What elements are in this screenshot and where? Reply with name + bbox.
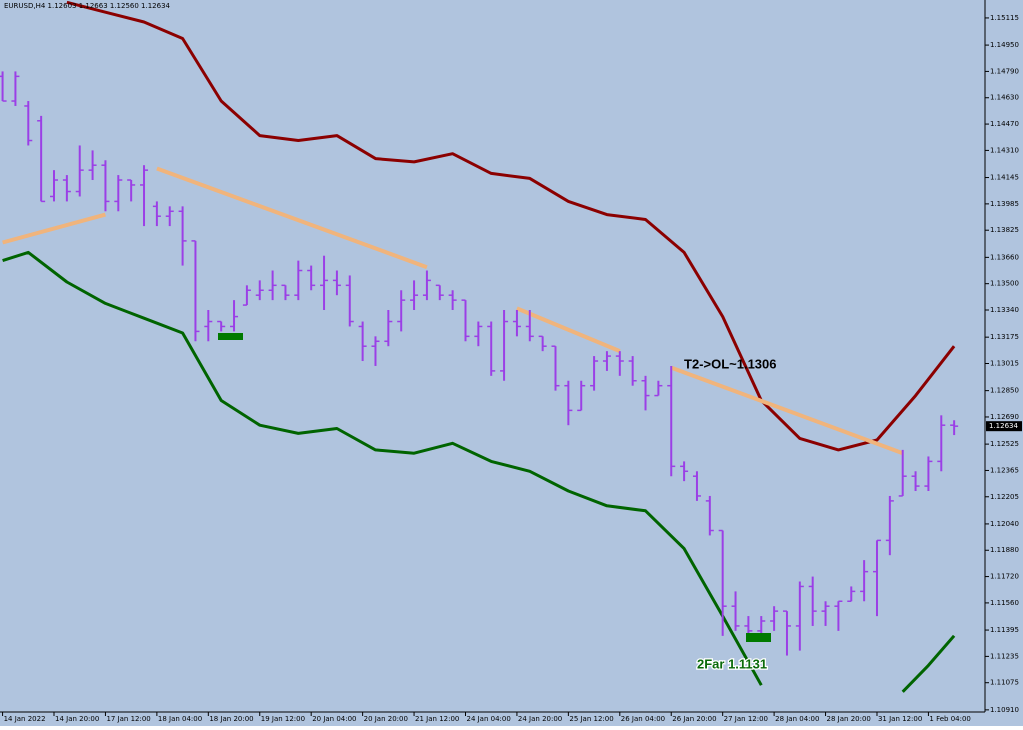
- x-tick-label: 24 Jan 04:00: [466, 715, 510, 723]
- y-tick-label: 1.11235: [990, 652, 1019, 660]
- y-tick-label: 1.14470: [990, 120, 1019, 128]
- y-tick-label: 1.12365: [990, 466, 1019, 474]
- y-tick-label: 1.14790: [990, 67, 1019, 75]
- x-tick-label: 19 Jan 12:00: [261, 715, 305, 723]
- x-tick-label: 24 Jan 20:00: [518, 715, 562, 723]
- y-tick-label: 1.13340: [990, 306, 1019, 314]
- y-tick-label: 1.11720: [990, 573, 1019, 581]
- y-tick-label: 1.12525: [990, 440, 1019, 448]
- annotation: T2->OL~1.1306: [684, 356, 777, 371]
- trend-line: [670, 365, 904, 456]
- y-tick-label: 1.13660: [990, 253, 1019, 261]
- price-tag-label: 1.12634: [989, 422, 1018, 430]
- y-tick-label: 1.12850: [990, 387, 1019, 395]
- x-tick-label: 18 Jan 04:00: [158, 715, 202, 723]
- y-tick-label: 1.15115: [990, 14, 1019, 22]
- y-tick-label: 1.13825: [990, 226, 1019, 234]
- trend-line: [156, 166, 428, 270]
- y-tick-label: 1.14310: [990, 146, 1019, 154]
- x-tick-label: 18 Jan 20:00: [209, 715, 253, 723]
- x-tick-label: 17 Jan 12:00: [106, 715, 150, 723]
- y-tick-label: 1.12040: [990, 520, 1019, 528]
- header: EURUSD,H4 1.12603 1.12663 1.12560 1.1263…: [4, 2, 171, 10]
- x-tick-label: 21 Jan 12:00: [415, 715, 459, 723]
- y-tick-label: 1.14950: [990, 41, 1019, 49]
- band-line: [66, 0, 956, 452]
- trend-line: [2, 212, 106, 245]
- x-tick-label: 25 Jan 12:00: [569, 715, 613, 723]
- y-tick-label: 1.12205: [990, 493, 1019, 501]
- y-tick-label: 1.14145: [990, 174, 1019, 182]
- x-tick-label: 14 Jan 2022: [4, 715, 46, 723]
- signal-marker: [218, 333, 243, 340]
- y-tick-label: 1.11880: [990, 546, 1019, 554]
- price-tag: [986, 421, 1022, 432]
- x-tick-label: 14 Jan 20:00: [55, 715, 99, 723]
- x-tick-label: 26 Jan 20:00: [672, 715, 716, 723]
- x-tick-label: 28 Jan 04:00: [775, 715, 819, 723]
- x-tick-label: 20 Jan 04:00: [312, 715, 356, 723]
- signal-marker: [746, 633, 771, 642]
- trend-line: [516, 306, 621, 353]
- x-tick-label: 20 Jan 20:00: [364, 715, 408, 723]
- x-tick-label: 26 Jan 04:00: [621, 715, 665, 723]
- y-tick-label: 1.14630: [990, 94, 1019, 102]
- x-tick-label: 27 Jan 12:00: [724, 715, 768, 723]
- y-tick-label: 1.13015: [990, 359, 1019, 367]
- y-tick-label: 1.13985: [990, 200, 1019, 208]
- y-tick-label: 1.10910: [990, 706, 1019, 714]
- x-tick-label: 31 Jan 12:00: [878, 715, 922, 723]
- y-tick-label: 1.12690: [990, 413, 1019, 421]
- x-tick-label: 1 Feb 04:00: [929, 715, 970, 723]
- band-line: [2, 250, 956, 693]
- annotation: 2Far 1.1131: [697, 656, 767, 671]
- y-tick-label: 1.13500: [990, 280, 1019, 288]
- y-tick-label: 1.11560: [990, 599, 1019, 607]
- y-tick-label: 1.13175: [990, 333, 1019, 341]
- y-tick-label: 1.11075: [990, 679, 1019, 687]
- y-tick-label: 1.11395: [990, 626, 1019, 634]
- x-tick-label: 28 Jan 20:00: [827, 715, 871, 723]
